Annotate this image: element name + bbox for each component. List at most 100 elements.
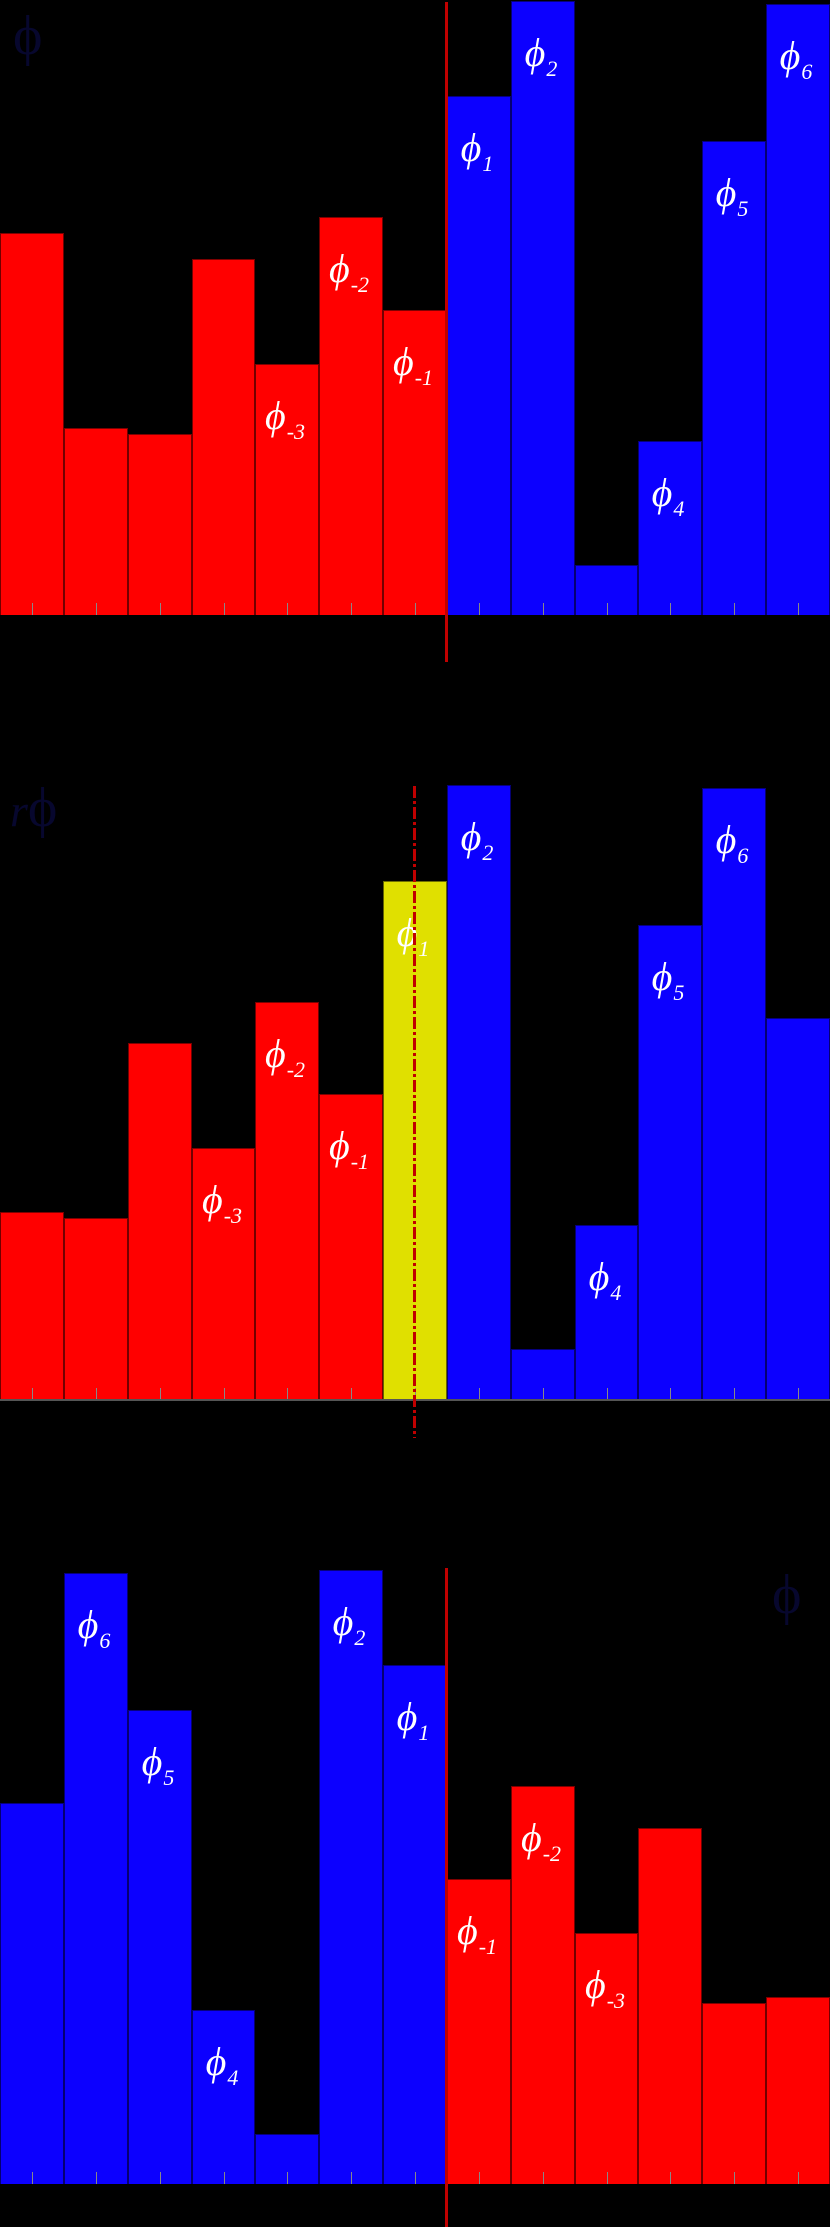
bar-label: ϕ2 — [460, 814, 494, 865]
x-tick — [734, 1388, 735, 1400]
bar-label: ϕ-1 — [456, 1908, 498, 1959]
x-tick — [415, 2172, 416, 2184]
bar-blue-phi1 — [447, 96, 511, 615]
x-tick — [351, 1388, 352, 1400]
x-tick — [415, 603, 416, 615]
x-tick — [607, 2172, 608, 2184]
bar-label: ϕ5 — [715, 170, 749, 221]
x-tick — [96, 1388, 97, 1400]
bar-label: ϕ2 — [524, 30, 558, 81]
bar-red — [702, 2003, 766, 2184]
bar-red — [766, 1997, 830, 2184]
x-tick — [607, 603, 608, 615]
bar-label: ϕ6 — [77, 1602, 111, 1653]
x-tick — [351, 2172, 352, 2184]
x-tick — [160, 603, 161, 615]
bar-red — [128, 1043, 192, 1400]
x-tick — [96, 2172, 97, 2184]
bar-red-phi-2 — [319, 217, 383, 615]
bar-red-phi-2 — [511, 1786, 575, 2184]
bar-label: ϕ-3 — [584, 1962, 626, 2013]
x-tick — [160, 2172, 161, 2184]
phi-symbol: ϕ — [27, 777, 58, 839]
bar-blue-phi5 — [128, 1710, 192, 2184]
x-tick — [224, 2172, 225, 2184]
x-tick — [734, 2172, 735, 2184]
bar-blue-phi2 — [447, 785, 511, 1400]
bar-red-phi-1 — [319, 1094, 383, 1400]
bar-label: ϕ1 — [460, 125, 494, 176]
x-tick — [543, 603, 544, 615]
phi-symbol: ϕ — [772, 1564, 802, 1626]
r-prefix: r — [10, 785, 28, 836]
bar-label: ϕ1 — [396, 910, 430, 961]
x-tick — [32, 603, 33, 615]
bar-blue-phi5 — [702, 141, 766, 615]
bar-label: ϕ-1 — [392, 339, 434, 390]
bar-red-phi-2 — [255, 1002, 319, 1400]
x-tick — [479, 603, 480, 615]
x-tick — [224, 603, 225, 615]
bar-blue-phi1 — [383, 1665, 447, 2184]
panel-reflected-signal: rϕ ϕ-3 ϕ-2 ϕ-1 ϕ1 ϕ2 ϕ4 ϕ5 ϕ6 — [0, 780, 830, 1438]
bar-red — [64, 428, 128, 615]
x-tick — [670, 603, 671, 615]
bar-blue-phi5 — [638, 925, 702, 1400]
x-tick — [670, 1388, 671, 1400]
bar-blue-phi4 — [192, 2010, 255, 2184]
bar-label: ϕ-2 — [520, 1815, 562, 1866]
bar-blue — [0, 1803, 64, 2184]
reference-line-solid — [445, 1568, 448, 2227]
x-tick — [287, 2172, 288, 2184]
x-tick — [479, 2172, 480, 2184]
x-tick — [543, 1388, 544, 1400]
bar-red — [0, 1212, 64, 1400]
bar-red — [64, 1218, 128, 1400]
x-tick — [479, 1388, 480, 1400]
bar-red — [128, 434, 192, 615]
x-tick — [543, 2172, 544, 2184]
x-tick — [96, 603, 97, 615]
bar-label: ϕ4 — [588, 1254, 622, 1305]
reference-line-dashdot — [413, 786, 416, 1438]
x-tick — [351, 603, 352, 615]
x-tick — [287, 603, 288, 615]
bar-red — [192, 259, 255, 615]
bar-label: ϕ-1 — [328, 1123, 370, 1174]
bar-label: ϕ1 — [396, 1694, 430, 1745]
bar-red-phi-3 — [575, 1933, 638, 2184]
panel-title: ϕ — [13, 8, 42, 64]
phi-symbol: ϕ — [13, 5, 43, 67]
x-tick — [734, 603, 735, 615]
bar-label: ϕ-2 — [264, 1031, 306, 1082]
bar-red — [638, 1828, 702, 2184]
bar-blue-phi4 — [575, 1225, 638, 1400]
bar-blue-phi6 — [766, 4, 830, 615]
panel-title: rϕ — [10, 780, 57, 836]
bar-blue-phi2 — [319, 1570, 383, 2184]
x-tick — [798, 2172, 799, 2184]
bar-label: ϕ-3 — [201, 1177, 243, 1228]
bar-label: ϕ4 — [651, 470, 685, 521]
x-tick — [224, 1388, 225, 1400]
bar-red-phi-3 — [192, 1148, 255, 1400]
bar-label: ϕ6 — [779, 33, 813, 84]
bar-label: ϕ4 — [205, 2039, 239, 2090]
x-tick — [32, 2172, 33, 2184]
bar-red-phi-1 — [383, 310, 447, 615]
reference-line-solid — [445, 2, 448, 662]
bar-label: ϕ-3 — [264, 393, 306, 444]
x-tick — [32, 1388, 33, 1400]
bar-label: ϕ-2 — [328, 246, 370, 297]
panel-title: ϕ — [772, 1567, 801, 1623]
bar-red-phi-3 — [255, 364, 319, 615]
x-tick — [287, 1388, 288, 1400]
bar-blue — [575, 565, 638, 615]
x-tick — [798, 603, 799, 615]
bar-blue-phi6 — [64, 1573, 128, 2184]
x-tick — [798, 1388, 799, 1400]
bar-red — [0, 233, 64, 615]
bar-label: ϕ2 — [332, 1599, 366, 1650]
bar-blue-phi4 — [638, 441, 702, 615]
